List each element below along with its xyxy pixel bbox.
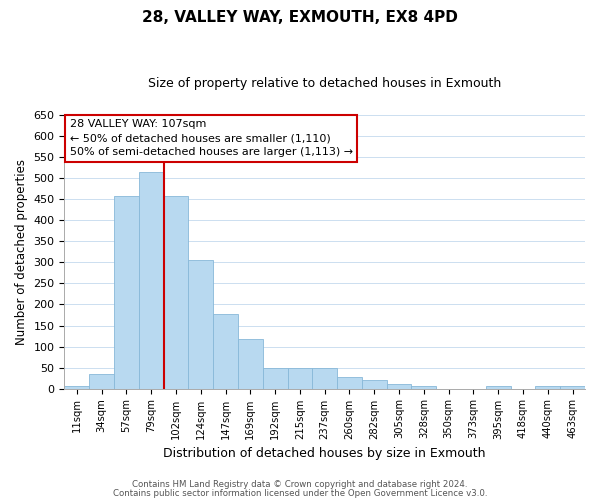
Bar — [386, 384, 412, 388]
Bar — [164, 196, 188, 388]
Bar — [412, 386, 436, 388]
Bar — [486, 386, 511, 388]
Bar — [114, 196, 139, 388]
Bar — [64, 386, 89, 388]
Bar — [188, 260, 213, 388]
Bar — [362, 380, 386, 388]
Bar — [238, 340, 263, 388]
Y-axis label: Number of detached properties: Number of detached properties — [15, 159, 28, 345]
Text: 28, VALLEY WAY, EXMOUTH, EX8 4PD: 28, VALLEY WAY, EXMOUTH, EX8 4PD — [142, 10, 458, 25]
Text: 28 VALLEY WAY: 107sqm
← 50% of detached houses are smaller (1,110)
50% of semi-d: 28 VALLEY WAY: 107sqm ← 50% of detached … — [70, 120, 353, 158]
X-axis label: Distribution of detached houses by size in Exmouth: Distribution of detached houses by size … — [163, 447, 486, 460]
Bar — [535, 386, 560, 388]
Title: Size of property relative to detached houses in Exmouth: Size of property relative to detached ho… — [148, 78, 502, 90]
Text: Contains HM Land Registry data © Crown copyright and database right 2024.: Contains HM Land Registry data © Crown c… — [132, 480, 468, 489]
Bar — [560, 386, 585, 388]
Bar — [337, 377, 362, 388]
Bar — [287, 368, 313, 388]
Text: Contains public sector information licensed under the Open Government Licence v3: Contains public sector information licen… — [113, 488, 487, 498]
Bar — [263, 368, 287, 388]
Bar — [89, 374, 114, 388]
Bar — [313, 368, 337, 388]
Bar — [213, 314, 238, 388]
Bar — [139, 172, 164, 388]
